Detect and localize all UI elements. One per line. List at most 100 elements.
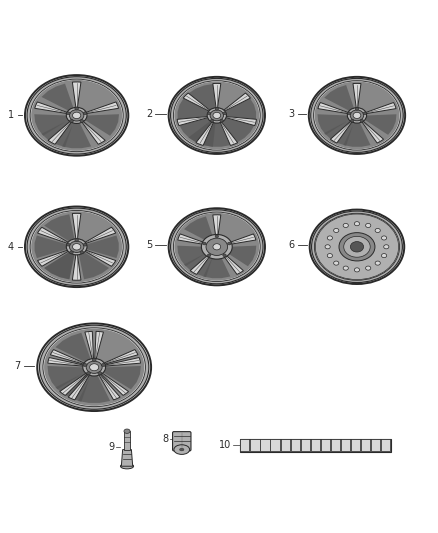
Text: 8: 8 (162, 434, 169, 444)
Ellipse shape (334, 229, 339, 232)
Bar (291, 439, 300, 451)
Polygon shape (85, 332, 94, 361)
Polygon shape (324, 119, 355, 146)
Ellipse shape (83, 364, 87, 367)
Bar (381, 439, 390, 451)
Polygon shape (34, 114, 71, 136)
Bar (351, 439, 360, 451)
Bar (361, 439, 371, 451)
Ellipse shape (228, 242, 231, 245)
Polygon shape (38, 227, 71, 245)
Polygon shape (62, 121, 91, 148)
Ellipse shape (314, 80, 400, 150)
Polygon shape (219, 120, 238, 146)
Ellipse shape (25, 75, 128, 156)
FancyBboxPatch shape (173, 432, 191, 451)
Ellipse shape (215, 235, 219, 238)
Ellipse shape (86, 372, 91, 375)
Ellipse shape (70, 119, 73, 123)
Bar (371, 439, 380, 451)
Polygon shape (95, 332, 103, 361)
Polygon shape (223, 246, 256, 266)
Bar (321, 439, 330, 451)
Ellipse shape (67, 112, 70, 115)
Bar (300, 439, 310, 451)
Ellipse shape (206, 238, 228, 255)
Polygon shape (177, 98, 211, 119)
Ellipse shape (347, 112, 351, 115)
Ellipse shape (173, 212, 260, 281)
Ellipse shape (314, 82, 399, 149)
Ellipse shape (210, 119, 214, 122)
Polygon shape (35, 236, 70, 258)
Ellipse shape (30, 211, 123, 283)
Text: 10: 10 (219, 440, 231, 450)
Bar (240, 439, 391, 452)
Ellipse shape (69, 241, 84, 253)
Ellipse shape (207, 108, 226, 123)
Polygon shape (60, 372, 89, 395)
Ellipse shape (73, 112, 81, 119)
Ellipse shape (210, 110, 223, 121)
Polygon shape (78, 373, 110, 403)
Polygon shape (44, 251, 75, 279)
Ellipse shape (353, 112, 361, 118)
Polygon shape (42, 84, 74, 112)
Polygon shape (222, 93, 251, 112)
Ellipse shape (83, 112, 87, 115)
Text: 3: 3 (288, 109, 294, 119)
Ellipse shape (70, 251, 73, 254)
Polygon shape (50, 350, 87, 365)
Polygon shape (35, 102, 71, 114)
Ellipse shape (327, 254, 332, 257)
Ellipse shape (120, 464, 134, 469)
Ellipse shape (43, 328, 145, 407)
Ellipse shape (334, 261, 339, 265)
Polygon shape (223, 98, 256, 119)
Bar (251, 439, 259, 451)
Ellipse shape (223, 254, 226, 256)
Ellipse shape (66, 239, 87, 255)
Ellipse shape (30, 79, 123, 152)
Ellipse shape (83, 243, 87, 246)
Polygon shape (47, 366, 88, 390)
Polygon shape (223, 116, 257, 126)
Polygon shape (83, 114, 119, 136)
Ellipse shape (101, 364, 106, 367)
Polygon shape (213, 84, 221, 110)
Polygon shape (38, 249, 71, 266)
Polygon shape (196, 120, 215, 146)
Ellipse shape (339, 232, 375, 261)
Ellipse shape (31, 80, 122, 151)
Ellipse shape (80, 119, 84, 123)
Text: 5: 5 (146, 240, 152, 251)
Ellipse shape (69, 110, 84, 121)
Ellipse shape (355, 108, 359, 110)
Ellipse shape (315, 214, 399, 279)
Ellipse shape (39, 325, 149, 409)
Ellipse shape (27, 208, 126, 286)
Ellipse shape (366, 223, 371, 228)
Ellipse shape (375, 261, 380, 265)
Ellipse shape (375, 229, 380, 232)
Ellipse shape (83, 359, 106, 376)
Ellipse shape (173, 80, 260, 150)
Bar (280, 439, 290, 451)
Ellipse shape (350, 119, 354, 122)
Polygon shape (98, 373, 120, 400)
Polygon shape (177, 116, 211, 126)
Ellipse shape (213, 244, 221, 250)
Polygon shape (80, 119, 105, 144)
Polygon shape (101, 366, 141, 390)
Ellipse shape (208, 254, 211, 256)
Polygon shape (179, 117, 213, 142)
Text: 4: 4 (8, 242, 14, 252)
Ellipse shape (25, 206, 128, 287)
Ellipse shape (311, 78, 403, 152)
Polygon shape (44, 251, 75, 279)
Polygon shape (188, 119, 215, 147)
Ellipse shape (92, 358, 96, 361)
Polygon shape (221, 117, 254, 142)
Polygon shape (343, 120, 371, 147)
Polygon shape (318, 114, 351, 135)
